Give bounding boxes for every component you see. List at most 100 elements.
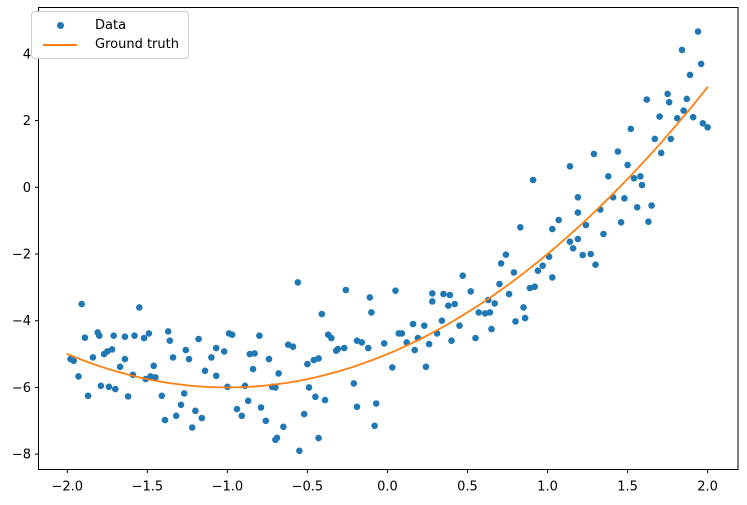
data-point	[574, 194, 582, 201]
data-point	[188, 424, 196, 431]
data-point	[488, 325, 495, 333]
data-point	[353, 403, 361, 411]
data-point	[145, 330, 153, 337]
data-point	[289, 343, 297, 351]
data-point	[249, 365, 257, 373]
data-point	[569, 245, 577, 252]
data-point	[241, 382, 249, 390]
data-point	[590, 150, 598, 158]
data-point	[566, 238, 574, 245]
y-tick-label: −4	[12, 314, 31, 329]
data-point	[600, 230, 607, 238]
data-point	[112, 385, 119, 393]
data-point	[257, 404, 265, 411]
data-point	[398, 330, 406, 337]
data-point	[152, 374, 159, 381]
data-point	[150, 362, 157, 370]
data-point	[422, 363, 430, 371]
data-point	[262, 417, 270, 425]
data-point	[627, 125, 635, 133]
data-point	[318, 310, 326, 318]
data-point	[340, 344, 348, 352]
data-point	[529, 176, 537, 184]
data-point	[238, 412, 246, 420]
data-point	[305, 384, 313, 391]
data-point	[574, 209, 582, 216]
data-point	[566, 163, 574, 170]
data-point	[456, 322, 463, 330]
x-tick-label: −1.5	[132, 480, 164, 495]
legend: Data Ground truth	[31, 11, 189, 59]
data-point	[429, 290, 436, 297]
data-point	[300, 410, 308, 418]
data-point	[645, 218, 652, 225]
data-point	[161, 416, 169, 424]
x-tick-label: 0.5	[457, 480, 478, 495]
data-point	[587, 250, 594, 258]
data-point	[534, 267, 542, 275]
data-point	[321, 396, 329, 404]
data-point	[96, 332, 103, 340]
data-point	[448, 337, 455, 345]
scatter-points	[67, 28, 711, 455]
data-point	[614, 148, 622, 155]
data-point	[180, 390, 188, 397]
data-point	[686, 71, 694, 79]
data-point	[440, 290, 447, 298]
data-point	[294, 279, 302, 286]
data-point	[233, 405, 241, 413]
data-point	[182, 346, 190, 354]
data-point	[505, 290, 513, 298]
data-point	[664, 90, 671, 98]
data-point	[328, 334, 335, 342]
data-point	[358, 339, 366, 346]
data-point	[195, 335, 202, 343]
data-point	[459, 272, 467, 280]
data-point	[491, 300, 499, 307]
data-point	[683, 95, 691, 103]
data-point	[136, 304, 143, 311]
y-tick-label: −8	[12, 448, 31, 463]
x-tick-label: −0.5	[292, 480, 324, 495]
data-point	[502, 251, 510, 258]
x-tick-label: 2.0	[697, 480, 718, 495]
data-point	[185, 355, 193, 363]
legend-label-ground-truth: Ground truth	[95, 37, 179, 52]
data-point	[368, 309, 375, 316]
data-point	[651, 135, 659, 143]
data-point	[656, 113, 663, 120]
data-point	[110, 332, 117, 340]
data-point	[366, 294, 374, 301]
data-point	[198, 414, 206, 422]
data-point	[510, 269, 518, 276]
data-point	[421, 322, 428, 330]
data-point	[497, 260, 505, 267]
data-point	[592, 261, 599, 269]
data-point	[78, 300, 85, 308]
data-point	[273, 434, 281, 442]
data-point	[539, 262, 546, 270]
data-point	[158, 392, 166, 400]
data-point	[364, 344, 372, 352]
data-point	[574, 235, 582, 243]
data-point	[147, 373, 154, 380]
x-axis: −2.0 −1.5 −1.0 −0.5 0.0 0.5 1.0 1.5 2.0	[52, 469, 718, 495]
data-point	[689, 113, 697, 121]
data-point	[697, 60, 705, 68]
data-point	[192, 407, 199, 415]
x-tick-label: 1.5	[617, 480, 638, 495]
data-point	[582, 221, 590, 229]
data-point	[220, 348, 228, 355]
data-point	[486, 309, 494, 316]
data-point	[633, 204, 641, 211]
x-tick-label: 1.0	[537, 480, 558, 495]
data-point	[549, 225, 556, 233]
x-tick-label: 0.0	[377, 480, 398, 495]
data-point	[445, 302, 452, 310]
data-point	[472, 334, 479, 342]
data-point	[446, 291, 454, 299]
data-point	[70, 357, 77, 365]
data-point	[172, 412, 180, 420]
